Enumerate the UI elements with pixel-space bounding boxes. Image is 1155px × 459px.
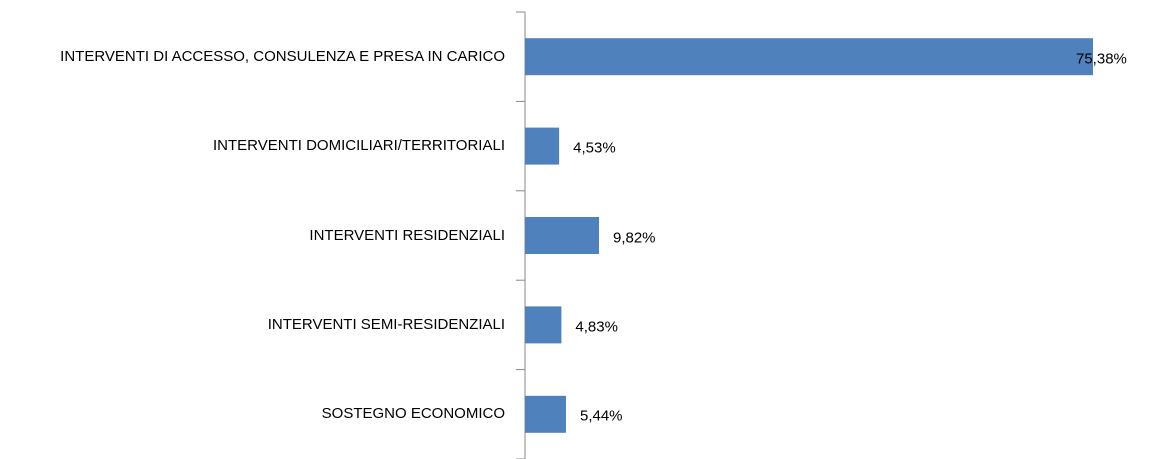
bar	[525, 306, 562, 344]
data-label: 5,44%	[579, 407, 623, 425]
bar	[525, 395, 566, 433]
bar	[525, 38, 1093, 76]
category-label: INTERVENTI DOMICILIARI/TERRITORIALI	[213, 137, 505, 155]
category-label: INTERVENTI DI ACCESSO, CONSULENZA E PRES…	[60, 47, 505, 65]
data-label: 4,83%	[575, 318, 618, 336]
category-label: INTERVENTI RESIDENZIALI	[309, 226, 505, 244]
data-label: 4,53%	[573, 139, 616, 157]
category-label: SOSTEGNO ECONOMICO	[321, 405, 505, 423]
bar	[525, 127, 560, 165]
category-label: INTERVENTI SEMI-RESIDENZIALI	[267, 315, 505, 333]
data-label: 75,38%	[1076, 50, 1127, 68]
data-label: 9,82%	[612, 229, 656, 246]
bar	[525, 217, 599, 254]
